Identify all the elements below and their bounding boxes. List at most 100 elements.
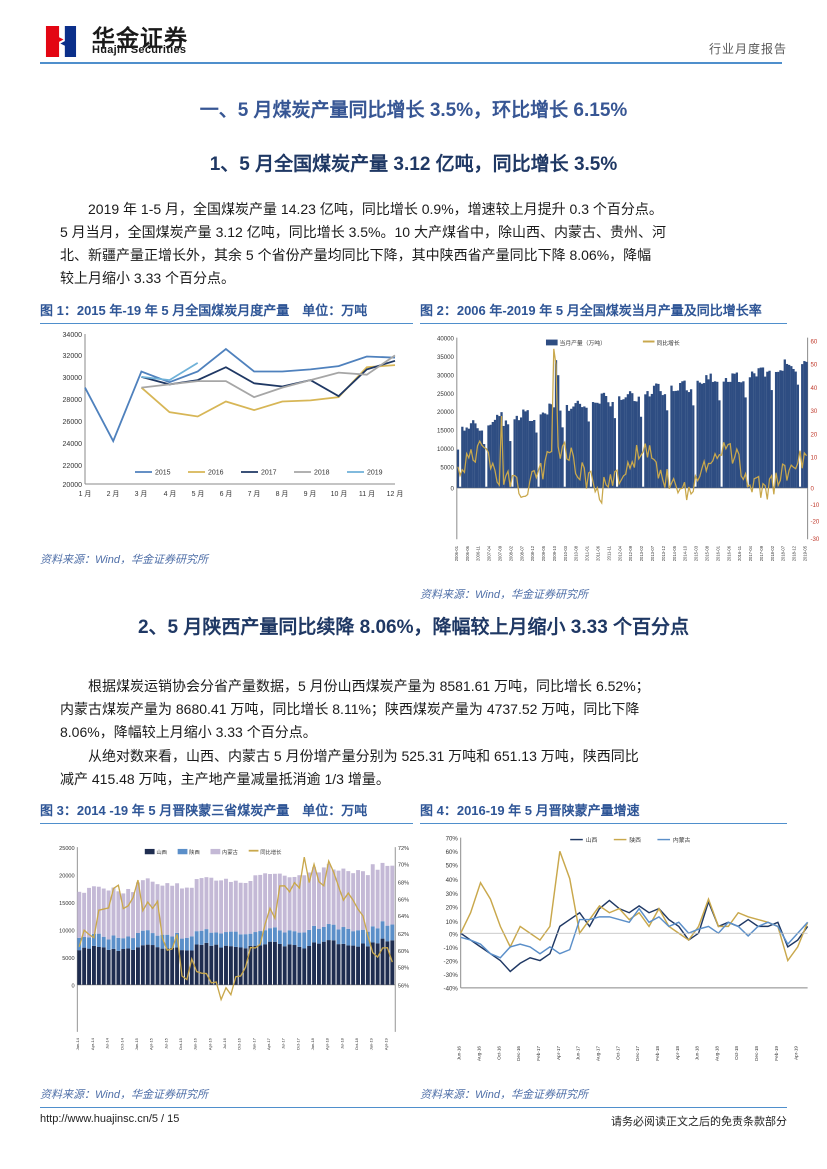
svg-text:Oct-18: Oct-18	[734, 1046, 739, 1060]
svg-text:2018-07: 2018-07	[781, 545, 786, 561]
svg-text:2006-06: 2006-06	[465, 545, 470, 561]
svg-text:5000: 5000	[440, 464, 454, 471]
svg-text:20000: 20000	[63, 482, 83, 489]
svg-text:70%: 70%	[446, 836, 459, 843]
svg-text:2015-08: 2015-08	[704, 545, 709, 561]
svg-text:Apr-16: Apr-16	[207, 1037, 212, 1050]
svg-text:Jul-15: Jul-15	[163, 1037, 168, 1049]
svg-text:2008-02: 2008-02	[508, 545, 513, 561]
svg-text:Feb-17: Feb-17	[536, 1046, 541, 1061]
svg-text:Apr-15: Apr-15	[149, 1037, 154, 1050]
svg-text:2019-05: 2019-05	[803, 545, 808, 561]
svg-text:Feb-19: Feb-19	[774, 1046, 779, 1061]
svg-text:-30%: -30%	[444, 972, 459, 979]
svg-text:同比增长: 同比增长	[260, 848, 282, 856]
svg-text:20%: 20%	[446, 904, 459, 911]
svg-text:2010-03: 2010-03	[563, 545, 568, 561]
svg-text:2018: 2018	[314, 470, 330, 477]
svg-text:内蒙古: 内蒙古	[222, 848, 239, 856]
svg-text:2008-07: 2008-07	[519, 545, 524, 561]
svg-text:50: 50	[811, 362, 818, 369]
svg-text:Oct-16: Oct-16	[496, 1046, 501, 1060]
svg-text:-40%: -40%	[444, 986, 459, 993]
svg-text:Jan-16: Jan-16	[193, 1037, 198, 1050]
svg-text:Oct-17: Oct-17	[615, 1046, 620, 1060]
svg-text:15000: 15000	[437, 428, 455, 435]
svg-text:2012-09: 2012-09	[628, 545, 633, 561]
svg-text:2006-11: 2006-11	[476, 545, 481, 561]
svg-text:7 月: 7 月	[248, 490, 261, 498]
svg-text:5 月: 5 月	[192, 490, 205, 498]
svg-text:34000: 34000	[63, 332, 83, 339]
svg-text:-10: -10	[811, 502, 820, 509]
svg-text:15000: 15000	[59, 901, 75, 907]
svg-text:9 月: 9 月	[304, 490, 317, 498]
svg-text:Jun-18: Jun-18	[695, 1046, 700, 1061]
svg-text:Jan-15: Jan-15	[134, 1037, 139, 1050]
svg-text:40: 40	[811, 385, 818, 392]
svg-text:Jan-14: Jan-14	[75, 1037, 80, 1050]
svg-text:Jan-18: Jan-18	[310, 1037, 315, 1050]
svg-text:2015-03: 2015-03	[694, 545, 699, 561]
svg-text:58%: 58%	[398, 966, 409, 972]
svg-text:Jun-16: Jun-16	[457, 1046, 462, 1061]
svg-text:2010-08: 2010-08	[574, 545, 579, 561]
svg-text:24000: 24000	[63, 441, 83, 448]
svg-text:Oct-14: Oct-14	[119, 1037, 124, 1050]
svg-text:陕西: 陕西	[189, 848, 200, 856]
svg-text:2006-01: 2006-01	[454, 545, 459, 561]
svg-text:Jul-18: Jul-18	[339, 1037, 344, 1049]
svg-text:20000: 20000	[59, 873, 75, 879]
svg-text:0: 0	[811, 486, 815, 493]
svg-text:10%: 10%	[446, 919, 459, 926]
svg-text:11 月: 11 月	[359, 490, 375, 498]
svg-text:66%: 66%	[398, 897, 409, 903]
svg-text:陕西: 陕西	[629, 836, 641, 844]
svg-text:-30: -30	[811, 536, 820, 543]
svg-text:山西: 山西	[156, 848, 167, 856]
svg-text:2013-07: 2013-07	[650, 545, 655, 561]
svg-text:2018-12: 2018-12	[792, 545, 797, 561]
svg-text:35000: 35000	[437, 354, 455, 361]
svg-text:30000: 30000	[63, 375, 83, 382]
svg-text:Apr-19: Apr-19	[383, 1037, 388, 1050]
svg-text:Jun-17: Jun-17	[576, 1046, 581, 1061]
svg-text:Feb-18: Feb-18	[655, 1046, 660, 1061]
svg-text:25000: 25000	[437, 391, 455, 398]
svg-text:Oct-17: Oct-17	[295, 1037, 300, 1050]
svg-text:10: 10	[811, 455, 818, 462]
svg-text:32000: 32000	[63, 353, 83, 360]
svg-text:10000: 10000	[437, 446, 455, 453]
svg-text:Apr-17: Apr-17	[266, 1037, 271, 1050]
svg-text:40%: 40%	[446, 877, 459, 884]
svg-text:Dec-16: Dec-16	[516, 1046, 521, 1061]
svg-text:2016-11: 2016-11	[737, 545, 742, 561]
svg-text:同比增长: 同比增长	[656, 339, 679, 347]
svg-text:-10%: -10%	[444, 945, 459, 952]
svg-text:2018-02: 2018-02	[770, 545, 775, 561]
svg-text:2013-12: 2013-12	[661, 545, 666, 561]
svg-text:2009-05: 2009-05	[541, 545, 546, 561]
svg-text:2007-09: 2007-09	[497, 545, 502, 561]
svg-text:64%: 64%	[398, 914, 409, 920]
svg-text:2014-05: 2014-05	[672, 545, 677, 561]
svg-text:2007-04: 2007-04	[487, 545, 492, 561]
svg-text:当月产量（万吨）: 当月产量（万吨）	[560, 339, 606, 347]
svg-text:2014-10: 2014-10	[683, 545, 688, 561]
svg-text:25000: 25000	[59, 846, 75, 852]
svg-text:2008-12: 2008-12	[530, 545, 535, 561]
svg-text:Apr-18: Apr-18	[325, 1037, 330, 1050]
svg-text:Oct-18: Oct-18	[354, 1037, 359, 1050]
svg-text:60: 60	[811, 338, 818, 345]
svg-text:Apr-14: Apr-14	[90, 1037, 95, 1050]
svg-text:60%: 60%	[398, 949, 409, 955]
svg-text:10 月: 10 月	[331, 490, 348, 498]
svg-text:-20%: -20%	[444, 959, 459, 966]
svg-text:Jul-16: Jul-16	[222, 1037, 227, 1049]
svg-text:Jul-14: Jul-14	[105, 1037, 110, 1049]
svg-text:40000: 40000	[437, 336, 455, 343]
svg-text:4 月: 4 月	[164, 490, 177, 498]
svg-text:70%: 70%	[398, 863, 409, 869]
svg-text:30000: 30000	[437, 372, 455, 379]
svg-text:20: 20	[811, 431, 818, 438]
